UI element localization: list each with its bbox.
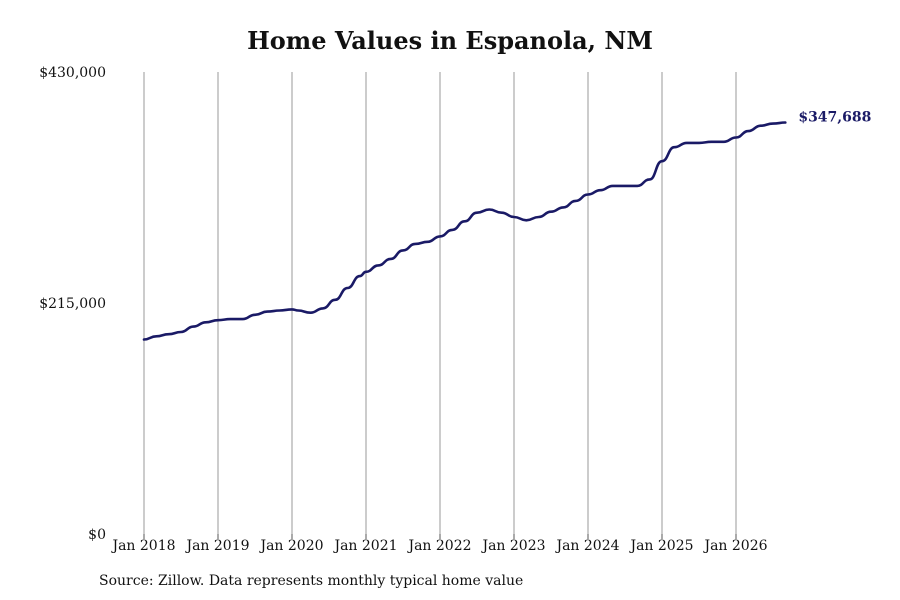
x-tick-label: Jan 2019 xyxy=(184,538,249,554)
x-tick-label: Jan 2025 xyxy=(628,538,693,554)
x-tick-label: Jan 2018 xyxy=(110,538,175,554)
y-tick-label: $0 xyxy=(88,527,106,543)
x-tick-label: Jan 2024 xyxy=(554,538,619,554)
source-note: Source: Zillow. Data represents monthly … xyxy=(99,573,524,589)
x-tick-label: Jan 2023 xyxy=(480,538,545,554)
x-tick-label: Jan 2022 xyxy=(406,538,471,554)
x-tick-label: Jan 2026 xyxy=(702,538,767,554)
x-tick-label: Jan 2020 xyxy=(258,538,323,554)
series-line xyxy=(142,121,787,341)
chart-title: Home Values in Espanola, NM xyxy=(247,26,653,55)
x-tick-label: Jan 2021 xyxy=(332,538,397,554)
y-tick-label: $215,000 xyxy=(39,296,106,312)
y-tick-label: $430,000 xyxy=(39,65,106,81)
end-value-label: $347,688 xyxy=(798,109,871,125)
